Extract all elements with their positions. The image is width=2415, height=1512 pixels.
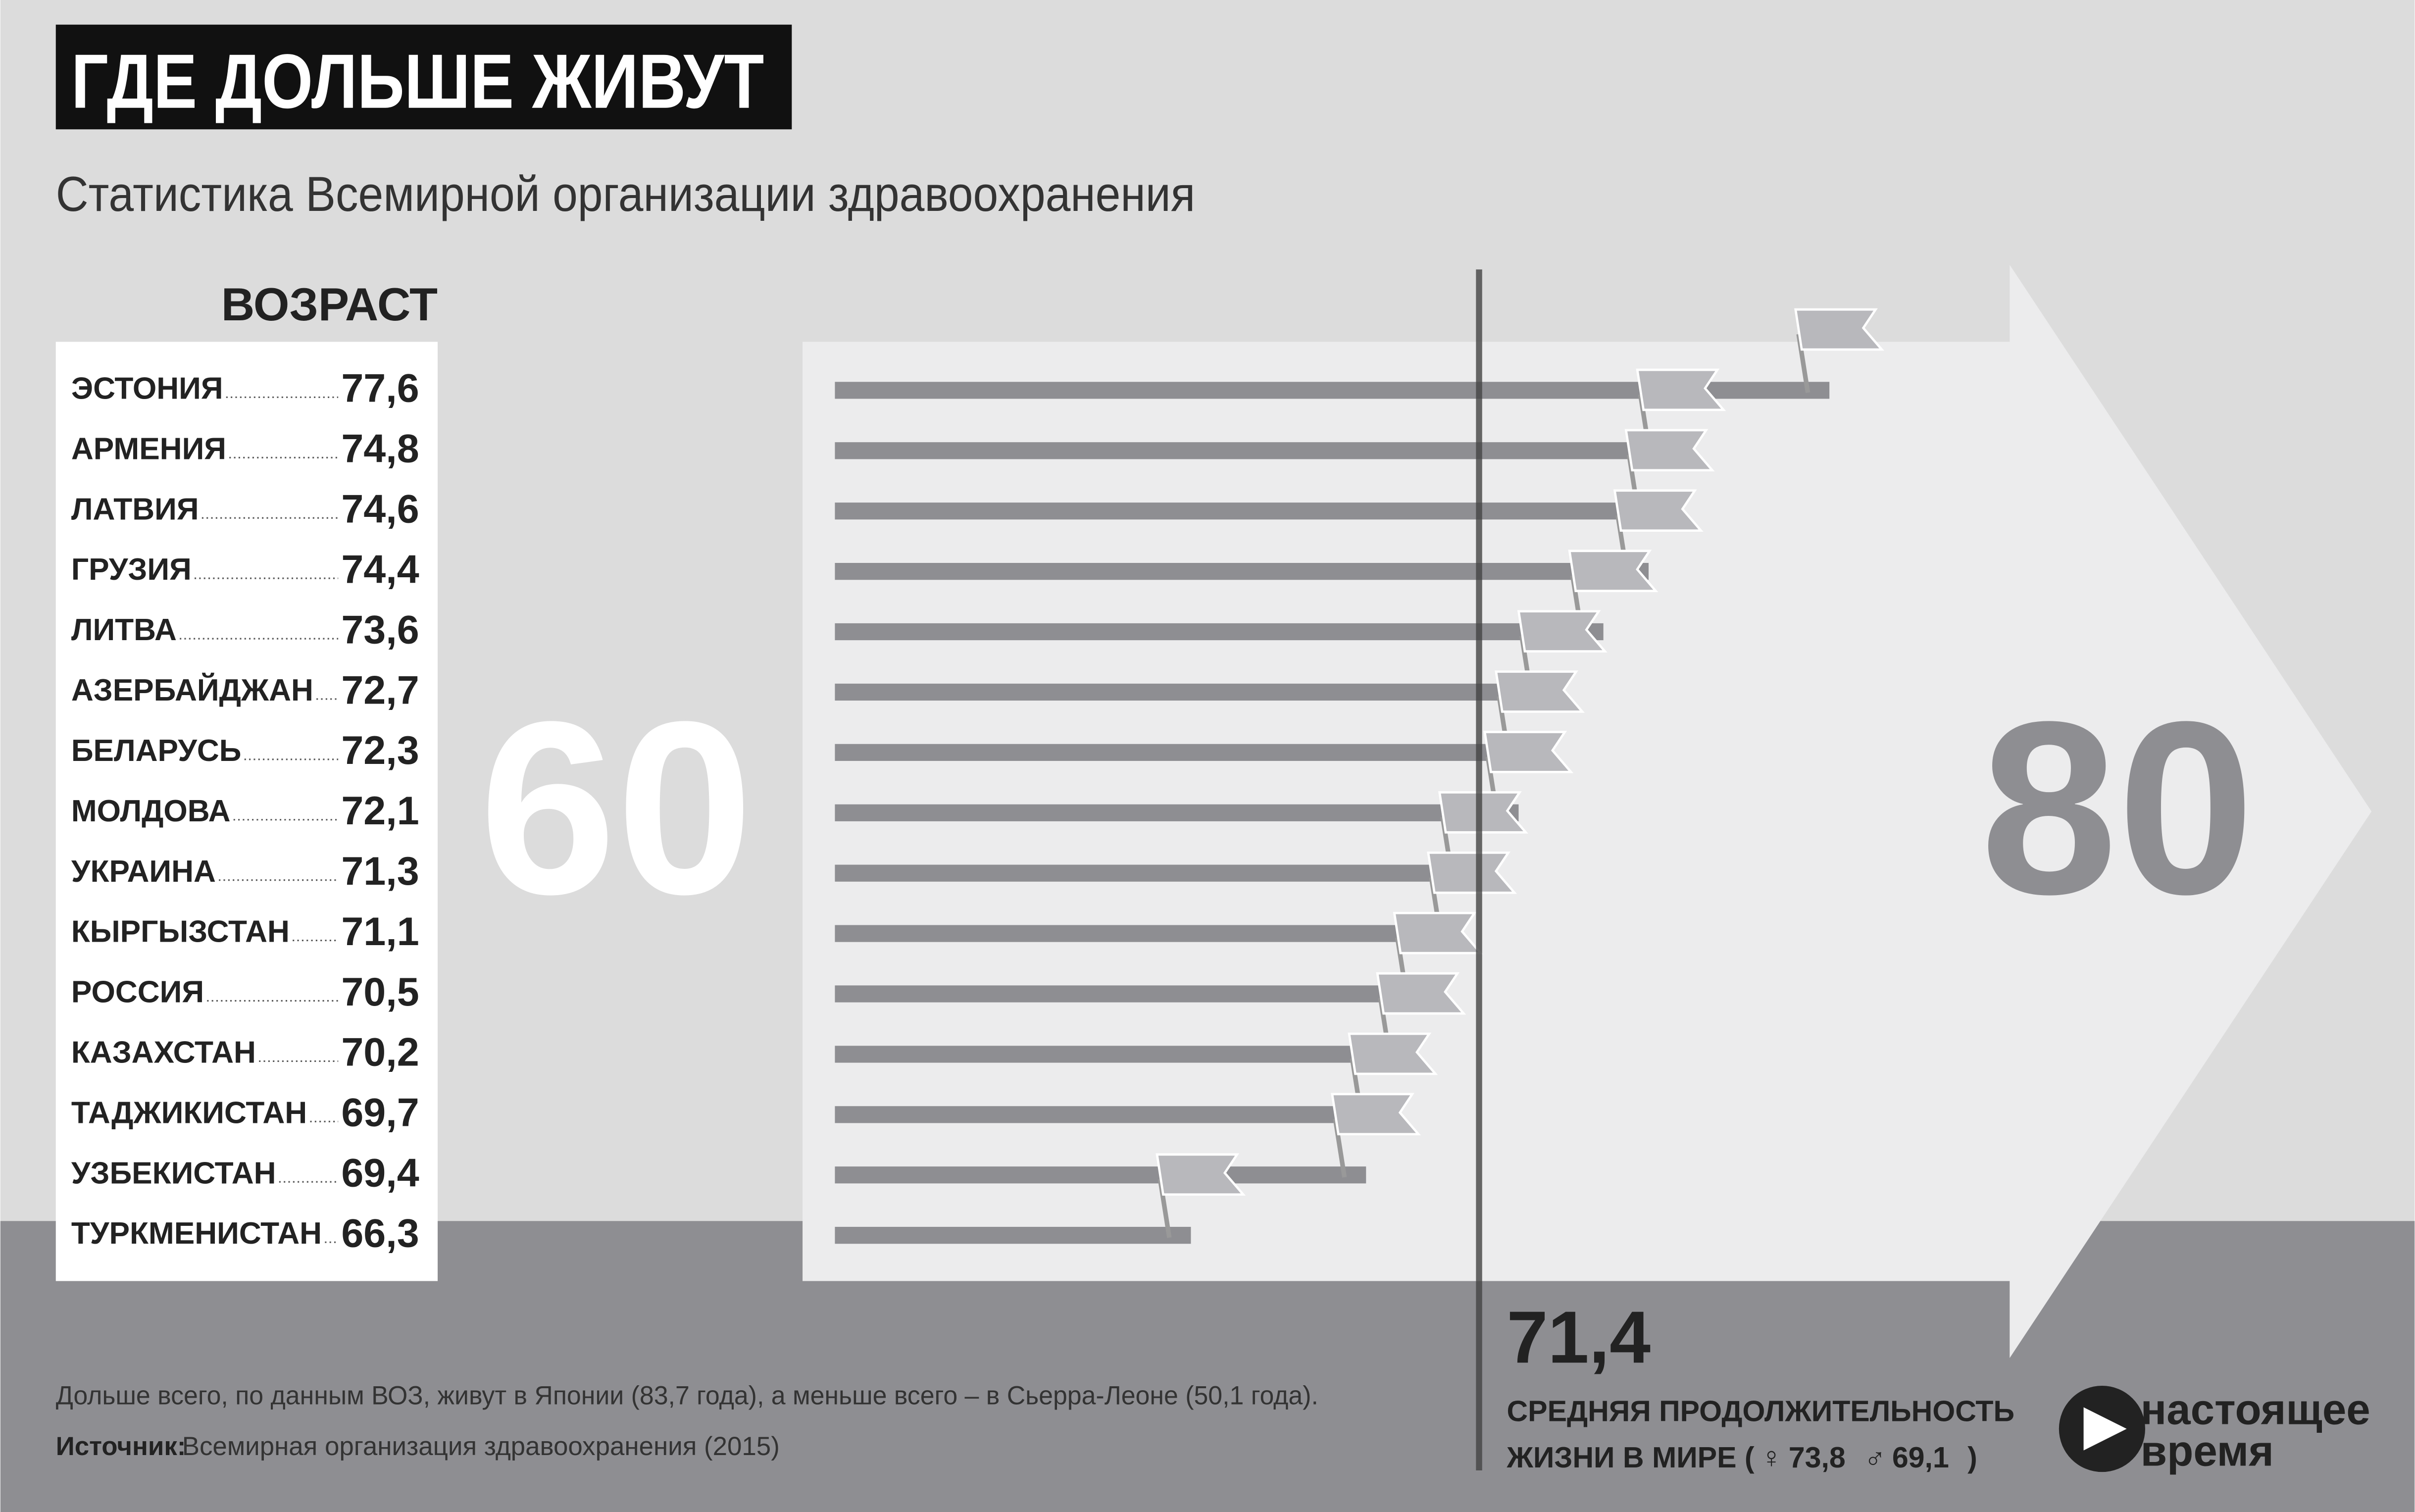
value-label: 72,1 <box>341 789 419 833</box>
value-label: 69,4 <box>341 1151 419 1196</box>
bar <box>835 1106 1383 1123</box>
value-label: 69,7 <box>341 1091 419 1135</box>
female-value: 73,8 <box>1789 1441 1846 1474</box>
value-header: ВОЗРАСТ <box>221 279 438 330</box>
value-label: 66,3 <box>341 1211 419 1256</box>
category-label: УЗБЕКИСТАН <box>71 1156 276 1190</box>
reference-caption: ЖИЗНИ В МИРЕ ( <box>1507 1441 1755 1474</box>
female-symbol: ♀ <box>1761 1441 1782 1474</box>
category-label: ЛАТВИЯ <box>71 492 199 526</box>
bar <box>835 623 1604 641</box>
reference-caption: ) <box>1967 1441 1977 1474</box>
flag <box>1568 550 1659 592</box>
flag <box>1331 1093 1421 1136</box>
category-label: РОССИЯ <box>71 975 204 1009</box>
value-label: 70,2 <box>341 1030 419 1075</box>
bar <box>835 1046 1411 1063</box>
value-label: 71,1 <box>341 909 419 954</box>
bar <box>835 1227 1191 1244</box>
note: Дольше всего, по данным ВОЗ, живут в Япо… <box>56 1381 1318 1410</box>
arrow <box>803 264 2372 1359</box>
category-label: УКРАИНА <box>71 855 216 889</box>
flag <box>1393 911 1483 955</box>
flag <box>1483 731 1574 773</box>
value-label: 71,3 <box>341 849 419 894</box>
category-label: ГРУЗИЯ <box>71 553 192 587</box>
flag <box>1438 791 1528 834</box>
value-label: 74,8 <box>341 427 419 471</box>
category-label: КЫРГЫЗСТАН <box>71 915 290 949</box>
category-label: БЕЛАРУСЬ <box>71 734 242 768</box>
reference-label: 71,4 <box>1507 1296 1651 1378</box>
bar <box>835 442 1671 459</box>
flag <box>1517 610 1608 653</box>
bar <box>835 985 1428 1003</box>
flag <box>1624 429 1715 472</box>
table-box <box>55 342 438 1281</box>
reference-caption: СРЕДНЯЯ ПРОДОЛЖИТЕЛЬНОСТЬ <box>1507 1395 2014 1428</box>
source-text: Всемирная организация здравоохранения (2… <box>182 1432 780 1461</box>
male-symbol: ♂ <box>1864 1441 1886 1474</box>
bar <box>835 864 1474 882</box>
bar <box>835 925 1462 942</box>
category-label: ЭСТОНИЯ <box>71 371 223 405</box>
value-label: 72,3 <box>341 728 419 773</box>
category-label: КАЗАХСТАН <box>71 1036 256 1070</box>
value-label: 70,5 <box>341 970 419 1014</box>
logo-play <box>2083 1407 2127 1451</box>
value-label: 74,6 <box>341 487 419 532</box>
flag <box>1613 489 1704 532</box>
flag <box>1427 851 1517 894</box>
title-box <box>55 24 792 130</box>
category-label: ТУРКМЕНИСТАН <box>71 1216 322 1251</box>
category-label: АРМЕНИЯ <box>71 432 226 466</box>
flag <box>1376 972 1466 1015</box>
source-label: Источник: <box>56 1432 186 1461</box>
bar <box>835 1166 1366 1184</box>
category-label: АЗЕРБАЙДЖАН <box>71 672 313 707</box>
bar <box>835 503 1660 520</box>
flag <box>1495 670 1585 713</box>
bar <box>835 804 1519 821</box>
bar <box>835 563 1649 580</box>
value-label: 72,7 <box>341 668 419 712</box>
flag <box>1348 1032 1438 1075</box>
category-label: ЛИТВА <box>71 613 177 647</box>
logo-line: настоящее <box>2141 1386 2370 1434</box>
flag <box>1156 1153 1246 1196</box>
value-label: 73,6 <box>341 607 419 652</box>
flag <box>1636 368 1726 411</box>
flag <box>1794 308 1884 351</box>
value-label: 74,4 <box>341 547 419 592</box>
logo-line: время <box>2141 1427 2274 1475</box>
x-tick-label: 60 <box>479 671 753 946</box>
bar <box>835 683 1553 701</box>
chart-title: ГДЕ ДОЛЬШЕ ЖИВУТ <box>71 38 764 124</box>
subtitle: Статистика Всемирной организации здравоо… <box>56 167 1195 222</box>
category-label: МОЛДОВА <box>71 794 231 828</box>
category-label: ТАДЖИКИСТАН <box>71 1096 307 1130</box>
x-tick-label: 80 <box>1980 671 2254 946</box>
value-label: 77,6 <box>341 366 419 411</box>
bar <box>835 744 1530 761</box>
male-value: 69,1 <box>1892 1441 1949 1474</box>
